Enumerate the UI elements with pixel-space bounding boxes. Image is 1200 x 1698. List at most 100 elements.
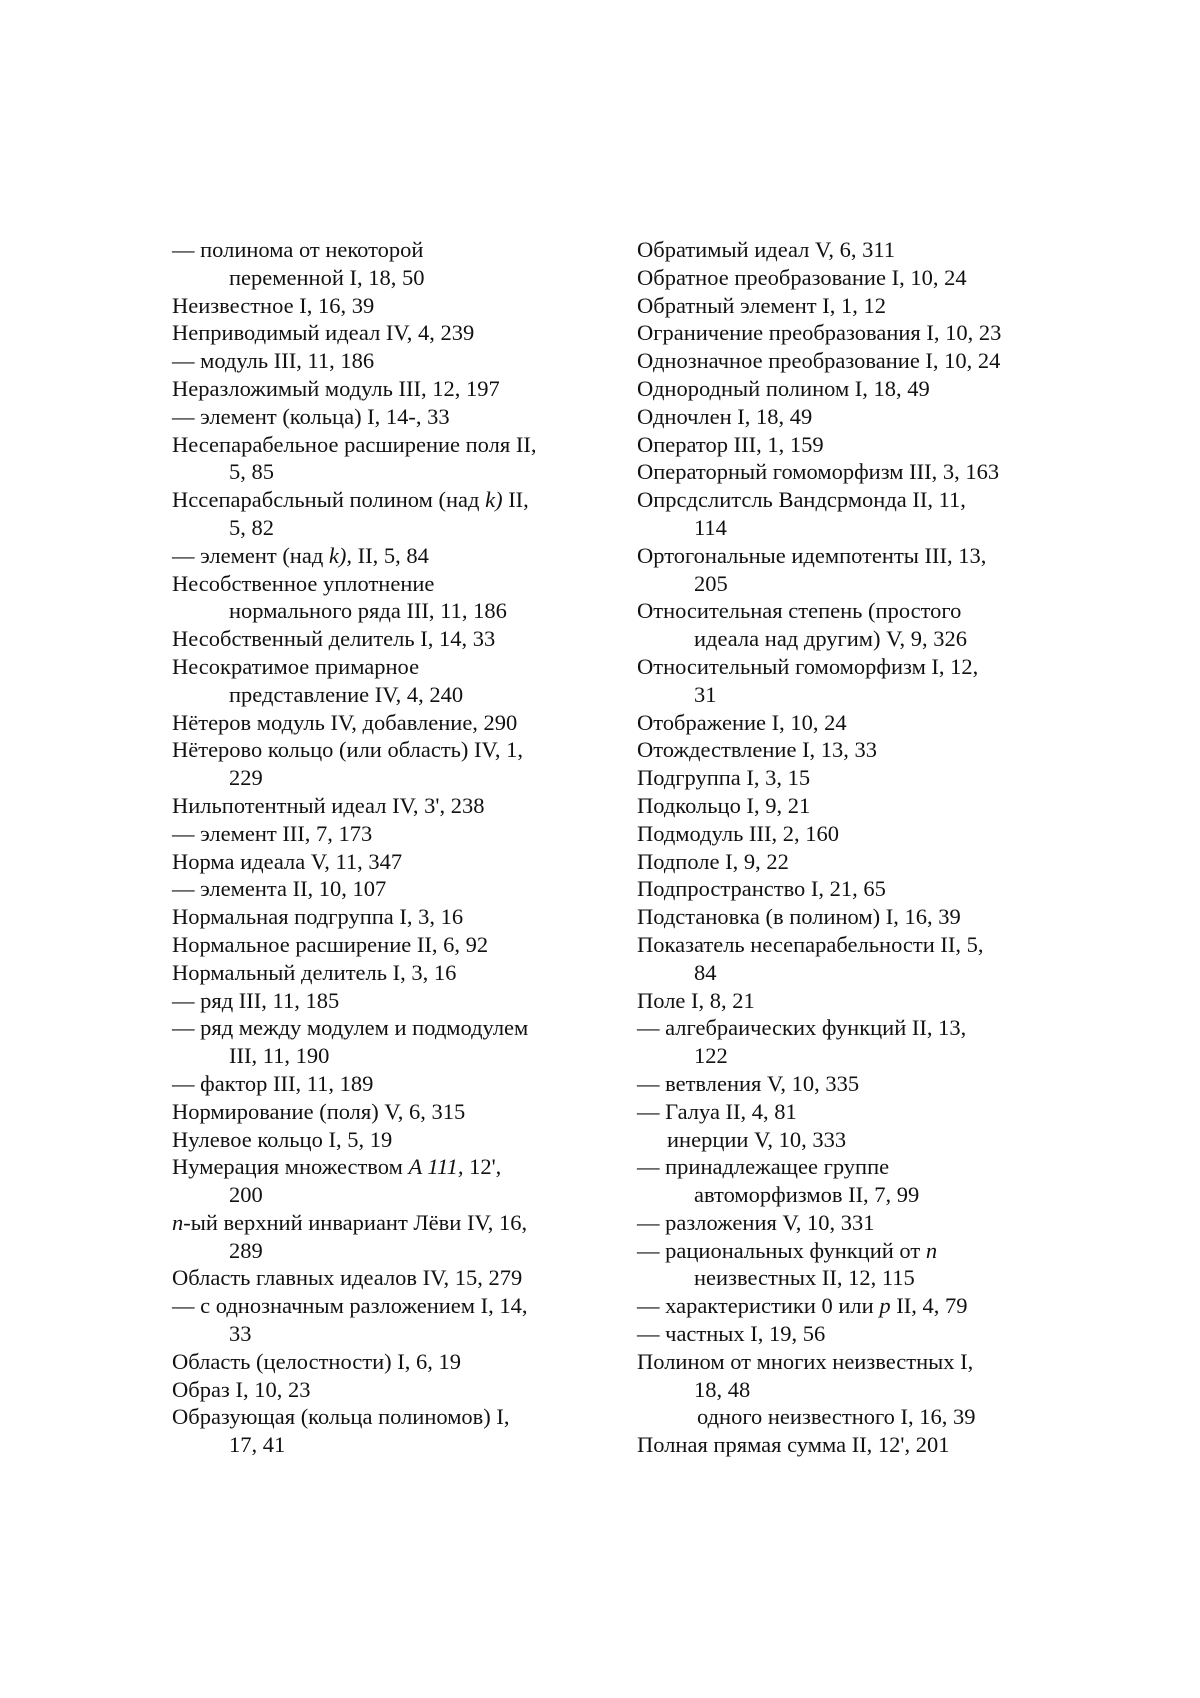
index-entry: Поле I, 8, 21 [637,987,1001,1015]
index-entry: — ряд III, 11, 185 [172,987,536,1015]
index-text: Полная прямая сумма II, 12', 201 [637,1432,949,1457]
index-text: неизвестных II, 12, 115 [694,1265,915,1290]
index-entry: Подполе I, 9, 22 [637,848,1001,876]
index-text: — фактор III, 11, 189 [172,1071,373,1096]
index-text: Образующая (кольца полиномов) I, [172,1404,510,1429]
index-text: Однозначное преобразование I, 10, 24 [637,348,1000,373]
index-entry-continuation: III, 11, 190 [172,1042,536,1070]
index-entry: n-ый верхний инвариант Лёви IV, 16, [172,1209,536,1237]
index-text: Относительный гомоморфизм I, 12, [637,654,978,679]
index-text: Операторный гомоморфизм III, 3, 163 [637,459,999,484]
index-text: Нормирование (поля) V, 6, 315 [172,1099,465,1124]
index-text: k), [329,543,352,568]
index-entry: — фактор III, 11, 189 [172,1070,536,1098]
index-text: II, [503,487,529,512]
index-text: Нильпотентный идеал IV, 3', 238 [172,793,484,818]
index-text: — ряд между модулем и подмодулем [172,1015,528,1040]
index-entry-continuation: 5, 85 [172,458,536,486]
index-text: — рациональных функций от [637,1238,926,1263]
index-entry-continuation: 84 [637,959,1001,987]
index-entry-continuation: представление IV, 4, 240 [172,681,536,709]
index-entry: — ряд между модулем и подмодулем [172,1014,536,1042]
index-text: Однородный полином I, 18, 49 [637,376,930,401]
index-text: Нумерация множеством [172,1154,408,1179]
index-entry: Показатель несепарабельности II, 5, [637,931,1001,959]
index-text: 12', [463,1154,501,1179]
index-entry: Нормальный делитель I, 3, 16 [172,959,536,987]
index-text: — ветвления V, 10, 335 [637,1071,859,1096]
index-entry-continuation: 200 [172,1181,536,1209]
index-text: — элемент III, 7, 173 [172,821,372,846]
index-entry: Обратимый идеал V, 6, 311 [637,236,1001,264]
index-entry: Нормирование (поля) V, 6, 315 [172,1098,536,1126]
index-text: Несепарабельное расширение поля II, [172,432,536,457]
index-entry: — разложения V, 10, 331 [637,1209,1001,1237]
index-text: Отображение I, 10, 24 [637,710,847,735]
index-entry-continuation: 114 [637,514,1001,542]
index-text: Подстановка (в полином) I, 16, 39 [637,904,961,929]
index-entry: Подгруппа I, 3, 15 [637,764,1001,792]
index-text: Опрсдслитсль Вандсрмонда II, 11, [637,487,966,512]
index-entry: Отображение I, 10, 24 [637,709,1001,737]
index-text: Нётеров модуль IV, добавление, 290 [172,710,517,735]
index-entry: Оператор III, 1, 159 [637,431,1001,459]
index-entry: — ветвления V, 10, 335 [637,1070,1001,1098]
index-text: — принадлежащее группе [637,1154,889,1179]
index-entry: Область главных идеалов IV, 15, 279 [172,1264,536,1292]
index-entry: Нормальная подгруппа I, 3, 16 [172,903,536,931]
index-text: Подгруппа I, 3, 15 [637,765,810,790]
index-entry: Подкольцо I, 9, 21 [637,792,1001,820]
index-text: Область главных идеалов IV, 15, 279 [172,1265,522,1290]
index-text: Неизвестное I, 16, 39 [172,293,374,318]
index-entry-continuation: 229 [172,764,536,792]
index-text: Нссепарабсльный полином (над [172,487,485,512]
index-text: — полинома от некоторой [172,237,423,262]
index-entry: Нулевое кольцо I, 5, 19 [172,1126,536,1154]
index-text: Ортогональные идемпотенты III, 13, [637,543,986,568]
index-text: 84 [694,960,717,985]
index-entry: Однородный полином I, 18, 49 [637,375,1001,403]
index-entry-continuation: одного неизвестного I, 16, 39 [637,1403,1001,1431]
index-text: 18, 48 [694,1377,750,1402]
index-text: p [879,1293,890,1318]
index-entry: Неразложимый модуль III, 12, 197 [172,375,536,403]
index-text: 200 [229,1182,263,1207]
index-text: 5, 85 [229,459,274,484]
index-entry: Неизвестное I, 16, 39 [172,292,536,320]
index-entry: Нётерово кольцо (или область) IV, 1, [172,736,536,764]
index-entry: Обратный элемент I, 1, 12 [637,292,1001,320]
index-entry-continuation: идеала над другим) V, 9, 326 [637,625,1001,653]
index-text: 31 [694,682,717,707]
index-text: 33 [229,1321,252,1346]
index-text: — элемента II, 10, 107 [172,876,386,901]
index-text: Нормальная подгруппа I, 3, 16 [172,904,463,929]
index-entry: — элемента II, 10, 107 [172,875,536,903]
index-entry: Несепарабельное расширение поля II, [172,431,536,459]
index-text: Подкольцо I, 9, 21 [637,793,810,818]
index-entry: Одночлен I, 18, 49 [637,403,1001,431]
index-entry: — характеристики 0 или p II, 4, 79 [637,1292,1001,1320]
index-text: III, 11, 190 [229,1043,329,1068]
index-entry: Полная прямая сумма II, 12', 201 [637,1431,1001,1459]
index-text: — элемент (над [172,543,329,568]
index-entry: — модуль III, 11, 186 [172,347,536,375]
index-text: 205 [694,571,728,596]
index-entry-continuation: 205 [637,570,1001,598]
index-entry: Отождествление I, 13, 33 [637,736,1001,764]
index-column-left: — полинома от некоторойпеременной I, 18,… [172,236,536,1459]
index-entry: Подпространство I, 21, 65 [637,875,1001,903]
index-text: Одночлен I, 18, 49 [637,404,812,429]
index-text: — частных I, 19, 56 [637,1321,825,1346]
index-text: — модуль III, 11, 186 [172,348,374,373]
index-text: Обратное преобразование I, 10, 24 [637,265,967,290]
index-entry-continuation: 18, 48 [637,1376,1001,1404]
index-text: — разложения V, 10, 331 [637,1210,875,1235]
index-entry-continuation: нормального ряда III, 11, 186 [172,597,536,625]
index-text: Нётерово кольцо (или область) IV, 1, [172,737,523,762]
index-entry: Несократимое примарное [172,653,536,681]
index-text: представление IV, 4, 240 [229,682,463,707]
index-text: Подполе I, 9, 22 [637,849,789,874]
index-text: Норма идеала V, 11, 347 [172,849,402,874]
index-entry: — Галуа II, 4, 81 [637,1098,1001,1126]
index-entry: Опрсдслитсль Вандсрмонда II, 11, [637,486,1001,514]
